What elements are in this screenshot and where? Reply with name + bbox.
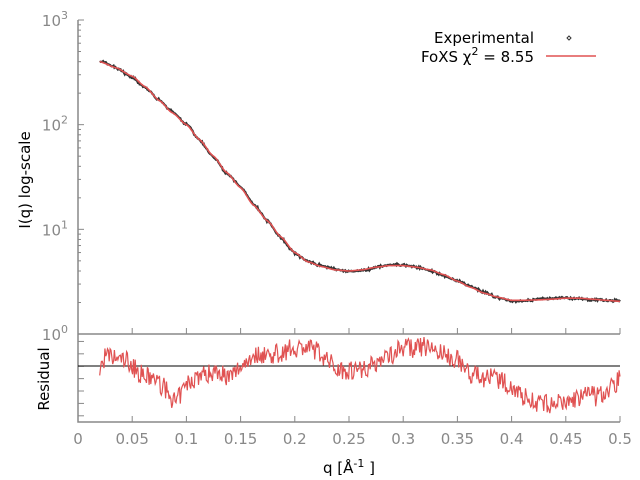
y-axis-label-residual: Residual xyxy=(35,347,53,410)
foxs-fit-line xyxy=(99,60,621,303)
x-tick-label: 0.25 xyxy=(332,430,365,448)
x-tick-label: 0.5 xyxy=(608,430,632,448)
x-tick-label: 0.3 xyxy=(391,430,415,448)
y-tick-label: 101 xyxy=(42,218,68,239)
main-y-tick-labels: 100 101 102 103 xyxy=(42,9,84,344)
x-tick-label: 0.2 xyxy=(283,430,307,448)
y-tick-label: 102 xyxy=(42,114,68,135)
x-tick-label: 0.35 xyxy=(441,430,474,448)
main-axes xyxy=(77,20,620,335)
x-axis-label: q [Å-1 ] xyxy=(323,457,375,477)
x-tick-label: 0.05 xyxy=(115,430,148,448)
legend-label-experimental: Experimental xyxy=(434,29,534,47)
x-tick-label: 0.1 xyxy=(174,430,198,448)
x-tick-label: 0.45 xyxy=(549,430,582,448)
y-tick-label: 100 xyxy=(42,323,68,344)
legend: Experimental FoXS χ2 = 8.55 xyxy=(421,29,596,66)
y-axis-label-main: I(q) log-scale xyxy=(16,131,34,228)
x-tick-label: 0 xyxy=(73,430,83,448)
x-tick-label: 0.15 xyxy=(224,430,257,448)
x-tick-labels: 0 0.05 0.1 0.15 0.2 0.25 0.3 0.35 0.4 0.45 0.5 xyxy=(73,328,632,448)
y-tick-label: 103 xyxy=(42,9,68,30)
legend-marker-experimental xyxy=(566,35,572,41)
experimental-data-points xyxy=(99,59,621,304)
main-plot-frame xyxy=(77,20,620,335)
legend-label-foxs: FoXS χ2 = 8.55 xyxy=(421,45,534,66)
x-tick-label: 0.4 xyxy=(500,430,524,448)
residual-line xyxy=(99,337,621,414)
